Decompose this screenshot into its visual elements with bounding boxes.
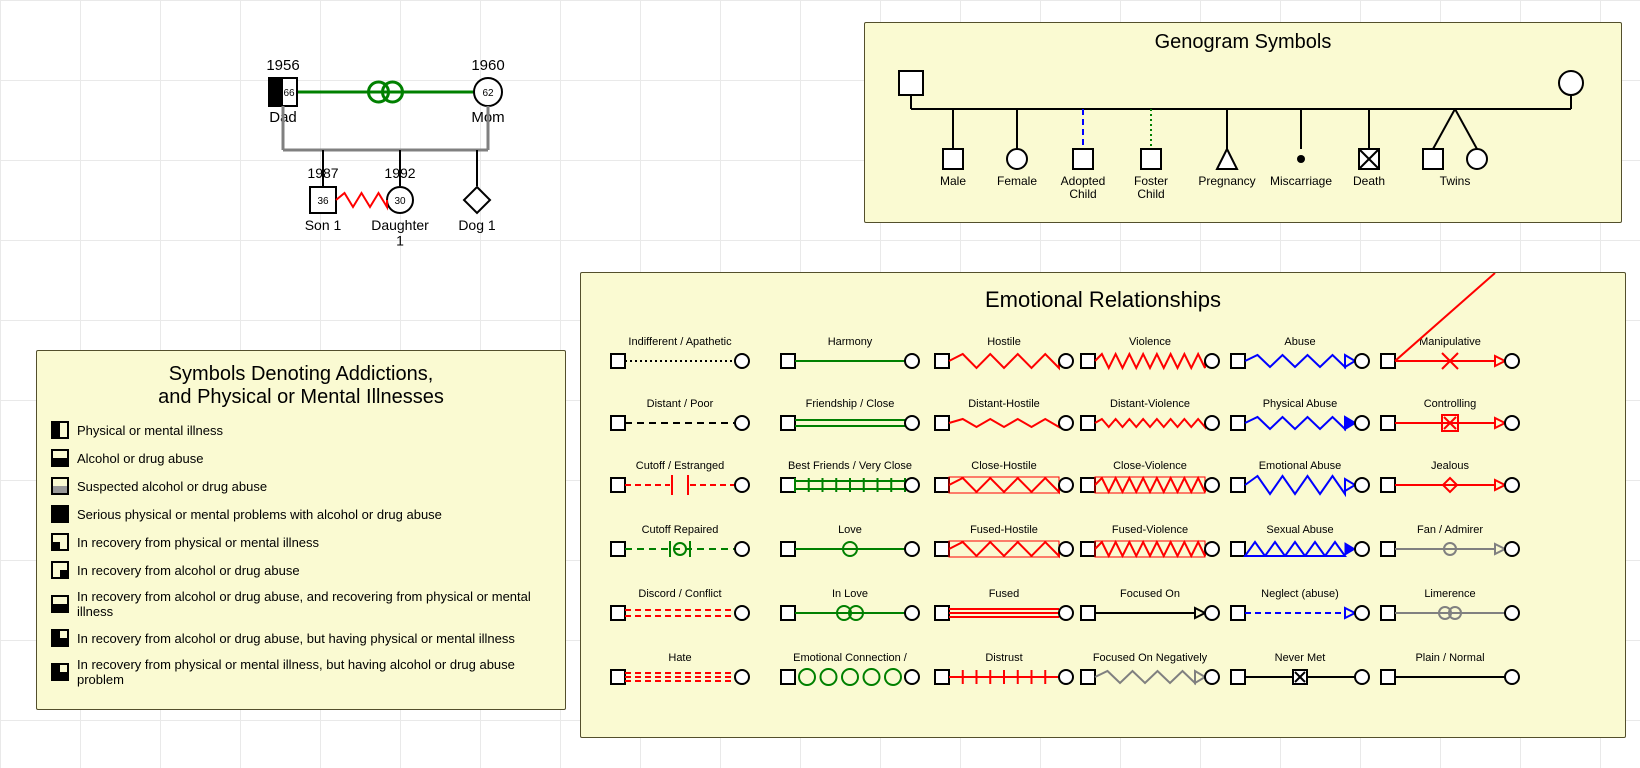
- addiction-icon: [51, 421, 69, 439]
- svg-text:Emotional Abuse: Emotional Abuse: [1259, 460, 1342, 472]
- svg-text:Emotional Connection /: Emotional Connection /: [793, 652, 908, 664]
- svg-text:1987: 1987: [307, 165, 338, 181]
- addiction-label: Suspected alcohol or drug abuse: [77, 479, 267, 494]
- genogram-symbols-panel: Genogram Symbols MaleFemaleAdoptedChildF…: [864, 22, 1622, 223]
- svg-text:Discord / Conflict: Discord / Conflict: [638, 588, 721, 600]
- svg-text:62: 62: [482, 88, 494, 99]
- svg-text:Cutoff / Estranged: Cutoff / Estranged: [636, 460, 724, 472]
- svg-text:Female: Female: [997, 174, 1037, 188]
- addiction-icon: [51, 533, 69, 551]
- addiction-item: Suspected alcohol or drug abuse: [51, 477, 551, 495]
- svg-text:1956: 1956: [266, 57, 299, 74]
- svg-text:Dog 1: Dog 1: [458, 217, 496, 233]
- svg-text:Friendship / Close: Friendship / Close: [806, 398, 895, 410]
- svg-text:Focused On: Focused On: [1120, 588, 1180, 600]
- svg-text:Son 1: Son 1: [305, 217, 342, 233]
- svg-text:In Love: In Love: [832, 588, 868, 600]
- svg-text:Fused-Violence: Fused-Violence: [1112, 524, 1188, 536]
- addiction-icon: [51, 477, 69, 495]
- genogram-svg: Male Female AdoptedChild FosterChild Pregnan…: [865, 23, 1621, 222]
- svg-text:Plain / Normal: Plain / Normal: [1415, 652, 1484, 664]
- addiction-icon: [51, 629, 69, 647]
- addiction-label: In recovery from alcohol or drug abuse, …: [77, 631, 515, 646]
- svg-text:Distant-Hostile: Distant-Hostile: [968, 398, 1040, 410]
- svg-text:Pregnancy: Pregnancy: [1198, 174, 1255, 188]
- addiction-item: In recovery from alcohol or drug abuse, …: [51, 629, 551, 647]
- svg-text:AdoptedChild: AdoptedChild: [1061, 174, 1106, 201]
- svg-text:Focused On Negatively: Focused On Negatively: [1093, 652, 1208, 664]
- addiction-icon: [51, 663, 69, 681]
- addictions-panel: Symbols Denoting Addictions, and Physica…: [36, 350, 566, 710]
- svg-text:Distant-Violence: Distant-Violence: [1110, 398, 1190, 410]
- svg-text:Cutoff Repaired: Cutoff Repaired: [642, 524, 719, 536]
- svg-text:Abuse: Abuse: [1284, 336, 1315, 348]
- svg-text:Death: Death: [1353, 174, 1385, 188]
- svg-text:Manipulative: Manipulative: [1419, 336, 1481, 348]
- addiction-icon: [51, 595, 69, 613]
- svg-text:66: 66: [283, 88, 295, 99]
- svg-text:Indifferent / Apathetic: Indifferent / Apathetic: [628, 336, 732, 348]
- addictions-title-2: and Physical or Mental Illnesses: [37, 386, 565, 409]
- svg-text:1960: 1960: [471, 57, 504, 74]
- addiction-icon: [51, 505, 69, 523]
- svg-text:Distrust: Distrust: [985, 652, 1022, 664]
- emotional-relationships-panel: Emotional Relationships Indifferent / Ap…: [580, 272, 1626, 738]
- svg-text:Best Friends / Very Close: Best Friends / Very Close: [788, 460, 912, 472]
- svg-text:Controlling: Controlling: [1424, 398, 1477, 410]
- svg-text:Hostile: Hostile: [987, 336, 1021, 348]
- svg-text:Violence: Violence: [1129, 336, 1171, 348]
- addiction-item: Alcohol or drug abuse: [51, 449, 551, 467]
- addiction-label: Alcohol or drug abuse: [77, 451, 203, 466]
- svg-text:1992: 1992: [384, 165, 415, 181]
- svg-text:Jealous: Jealous: [1431, 460, 1469, 472]
- svg-text:Harmony: Harmony: [828, 336, 873, 348]
- svg-text:Close-Hostile: Close-Hostile: [971, 460, 1036, 472]
- addiction-icon: [51, 561, 69, 579]
- svg-text:Hate: Hate: [668, 652, 691, 664]
- svg-text:Physical Abuse: Physical Abuse: [1263, 398, 1338, 410]
- addiction-item: Physical or mental illness: [51, 421, 551, 439]
- addiction-label: Serious physical or mental problems with…: [77, 507, 442, 522]
- addiction-label: In recovery from physical or mental illn…: [77, 535, 319, 550]
- addiction-item: Serious physical or mental problems with…: [51, 505, 551, 523]
- svg-text:Limerence: Limerence: [1424, 588, 1475, 600]
- family-diagram: 195666Dad196062Mom198736Son 1199230Daugh…: [0, 0, 560, 260]
- emotional-svg: Indifferent / Apathetic Harmony Hostile Vio…: [581, 273, 1625, 737]
- svg-text:36: 36: [317, 196, 329, 207]
- svg-text:Twins: Twins: [1440, 174, 1471, 188]
- addiction-label: In recovery from physical or mental illn…: [77, 657, 551, 687]
- svg-text:Daughter1: Daughter1: [371, 217, 429, 248]
- addiction-label: In recovery from alcohol or drug abuse: [77, 563, 300, 578]
- svg-text:Fused-Hostile: Fused-Hostile: [970, 524, 1038, 536]
- addiction-label: In recovery from alcohol or drug abuse, …: [77, 589, 551, 619]
- addiction-label: Physical or mental illness: [77, 423, 223, 438]
- addictions-title-1: Symbols Denoting Addictions,: [37, 363, 565, 386]
- svg-text:Distant / Poor: Distant / Poor: [647, 398, 714, 410]
- svg-text:Miscarriage: Miscarriage: [1270, 174, 1332, 188]
- svg-text:Never Met: Never Met: [1275, 652, 1326, 664]
- addiction-item: In recovery from physical or mental illn…: [51, 657, 551, 687]
- svg-text:30: 30: [394, 196, 406, 207]
- svg-text:Love: Love: [838, 524, 862, 536]
- svg-text:Close-Violence: Close-Violence: [1113, 460, 1187, 472]
- svg-text:Fan / Admirer: Fan / Admirer: [1417, 524, 1483, 536]
- addiction-item: In recovery from alcohol or drug abuse: [51, 561, 551, 579]
- addiction-item: In recovery from physical or mental illn…: [51, 533, 551, 551]
- svg-text:Neglect (abuse): Neglect (abuse): [1261, 588, 1339, 600]
- addiction-icon: [51, 449, 69, 467]
- svg-text:Sexual Abuse: Sexual Abuse: [1266, 524, 1333, 536]
- svg-text:Male: Male: [940, 174, 966, 188]
- svg-text:FosterChild: FosterChild: [1134, 174, 1168, 201]
- svg-text:Fused: Fused: [989, 588, 1020, 600]
- addiction-item: In recovery from alcohol or drug abuse, …: [51, 589, 551, 619]
